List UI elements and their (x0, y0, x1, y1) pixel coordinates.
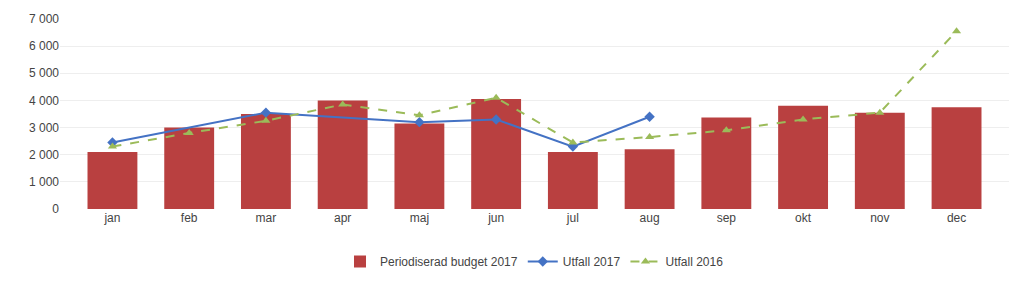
svg-text:mar: mar (256, 211, 277, 225)
svg-text:okt: okt (795, 211, 812, 225)
svg-text:5 000: 5 000 (29, 66, 59, 80)
svg-text:dec: dec (947, 211, 966, 225)
svg-text:0: 0 (52, 202, 59, 216)
svg-text:feb: feb (181, 211, 198, 225)
svg-text:Utfall 2017: Utfall 2017 (563, 255, 621, 269)
svg-text:1 000: 1 000 (29, 175, 59, 189)
svg-text:3 000: 3 000 (29, 121, 59, 135)
svg-text:aug: aug (640, 211, 660, 225)
svg-text:nov: nov (870, 211, 889, 225)
svg-text:2 000: 2 000 (29, 148, 59, 162)
svg-text:6 000: 6 000 (29, 39, 59, 53)
svg-text:apr: apr (334, 211, 351, 225)
svg-text:7 000: 7 000 (29, 12, 59, 26)
svg-text:Utfall 2016: Utfall 2016 (665, 255, 723, 269)
svg-text:maj: maj (410, 211, 429, 225)
svg-text:Periodiserad budget 2017: Periodiserad budget 2017 (380, 255, 518, 269)
svg-text:jun: jun (487, 211, 504, 225)
svg-text:jan: jan (103, 211, 120, 225)
svg-text:4 000: 4 000 (29, 94, 59, 108)
svg-text:jul: jul (566, 211, 579, 225)
svg-text:sep: sep (717, 211, 737, 225)
